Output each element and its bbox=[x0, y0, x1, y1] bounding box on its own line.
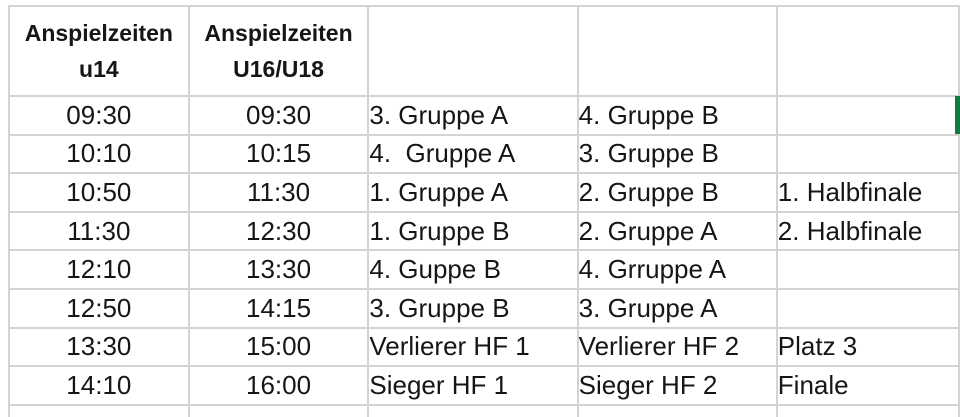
cell-match-home[interactable]: 4. Gruppe A bbox=[367, 133, 579, 175]
schedule-table: Anspielzeiten u14 Anspielzeiten U16/U18 … bbox=[8, 5, 960, 417]
cell-stage[interactable] bbox=[775, 249, 960, 290]
table-row: 12:50 14:15 3. Gruppe B 3. Gruppe A bbox=[8, 287, 960, 329]
cell-stage[interactable]: 1. Halbfinale bbox=[775, 172, 960, 213]
cell-time-u16u18[interactable]: 12:30 bbox=[187, 210, 370, 252]
cell-time-u14[interactable]: 12:10 bbox=[8, 249, 190, 290]
cell-match-away[interactable]: 4. Gruppe B bbox=[576, 95, 778, 136]
cell-time-u16u18[interactable]: 16:00 bbox=[187, 365, 370, 406]
cell-time-u16u18[interactable]: 14:15 bbox=[187, 287, 370, 329]
table-row: 11:30 12:30 1. Gruppe B 2. Gruppe A 2. H… bbox=[8, 210, 960, 252]
table-row: 09:30 09:30 3. Gruppe A 4. Gruppe B bbox=[8, 95, 960, 136]
header-cell-empty-1[interactable] bbox=[367, 5, 579, 97]
cell-stage[interactable] bbox=[775, 95, 960, 136]
cell-stage[interactable]: Platz 3 bbox=[775, 326, 960, 368]
cell-match-home[interactable]: 4. Guppe B bbox=[367, 249, 579, 290]
header-cell-anspielzeiten-u14[interactable]: Anspielzeiten u14 bbox=[8, 5, 190, 97]
empty-cell[interactable] bbox=[775, 403, 960, 417]
cell-time-u14[interactable]: 12:50 bbox=[8, 287, 190, 329]
empty-cell[interactable] bbox=[187, 403, 370, 417]
cell-match-home[interactable]: 3. Gruppe B bbox=[367, 287, 579, 329]
cell-stage[interactable] bbox=[775, 287, 960, 329]
table-row: 13:30 15:00 Verlierer HF 1 Verlierer HF … bbox=[8, 326, 960, 368]
table-row: 14:10 16:00 Sieger HF 1 Sieger HF 2 Fina… bbox=[8, 365, 960, 406]
cell-match-away[interactable]: Sieger HF 2 bbox=[576, 365, 778, 406]
cell-match-home[interactable]: Verlierer HF 1 bbox=[367, 326, 579, 368]
cell-match-home[interactable]: 1. Gruppe B bbox=[367, 210, 579, 252]
cell-match-away[interactable]: 2. Gruppe B bbox=[576, 172, 778, 213]
cell-stage[interactable]: Finale bbox=[775, 365, 960, 406]
header-cell-anspielzeiten-u16-u18[interactable]: Anspielzeiten U16/U18 bbox=[187, 5, 370, 97]
cell-time-u14[interactable]: 13:30 bbox=[8, 326, 190, 368]
empty-cell[interactable] bbox=[8, 403, 190, 417]
header-cell-empty-3[interactable] bbox=[775, 5, 960, 97]
cell-time-u14[interactable]: 11:30 bbox=[8, 210, 190, 252]
header-line: u14 bbox=[79, 56, 119, 82]
cell-time-u16u18[interactable]: 15:00 bbox=[187, 326, 370, 368]
cell-time-u16u18[interactable]: 09:30 bbox=[187, 95, 370, 136]
empty-cell[interactable] bbox=[367, 403, 579, 417]
empty-cell[interactable] bbox=[576, 403, 778, 417]
cell-match-away[interactable]: 4. Grruppe A bbox=[576, 249, 778, 290]
cell-match-home[interactable]: 1. Gruppe A bbox=[367, 172, 579, 213]
table-row: 10:50 11:30 1. Gruppe A 2. Gruppe B 1. H… bbox=[8, 172, 960, 213]
cell-match-away[interactable]: 3. Gruppe A bbox=[576, 287, 778, 329]
cell-selection-border-green bbox=[955, 96, 960, 134]
cell-time-u16u18[interactable]: 11:30 bbox=[187, 172, 370, 213]
cell-time-u16u18[interactable]: 13:30 bbox=[187, 249, 370, 290]
header-line: U16/U18 bbox=[233, 56, 324, 82]
cell-match-home[interactable]: 3. Gruppe A bbox=[367, 95, 579, 136]
cell-match-away[interactable]: 2. Gruppe A bbox=[576, 210, 778, 252]
cell-time-u14[interactable]: 14:10 bbox=[8, 365, 190, 406]
cell-time-u14[interactable]: 10:10 bbox=[8, 133, 190, 175]
header-cell-empty-2[interactable] bbox=[576, 5, 778, 97]
cell-stage[interactable]: 2. Halbfinale bbox=[775, 210, 960, 252]
table-row: 10:10 10:15 4. Gruppe A 3. Gruppe B bbox=[8, 133, 960, 175]
cell-stage[interactable] bbox=[775, 133, 960, 175]
partial-empty-row bbox=[8, 403, 960, 417]
cell-match-away[interactable]: Verlierer HF 2 bbox=[576, 326, 778, 368]
cell-match-home[interactable]: Sieger HF 1 bbox=[367, 365, 579, 406]
table-row: 12:10 13:30 4. Guppe B 4. Grruppe A bbox=[8, 249, 960, 290]
cell-match-away[interactable]: 3. Gruppe B bbox=[576, 133, 778, 175]
cell-time-u14[interactable]: 09:30 bbox=[8, 95, 190, 136]
header-row: Anspielzeiten u14 Anspielzeiten U16/U18 bbox=[8, 5, 960, 97]
header-line: Anspielzeiten bbox=[24, 20, 173, 46]
cell-time-u16u18[interactable]: 10:15 bbox=[187, 133, 370, 175]
cell-time-u14[interactable]: 10:50 bbox=[8, 172, 190, 213]
header-line: Anspielzeiten bbox=[204, 20, 353, 46]
